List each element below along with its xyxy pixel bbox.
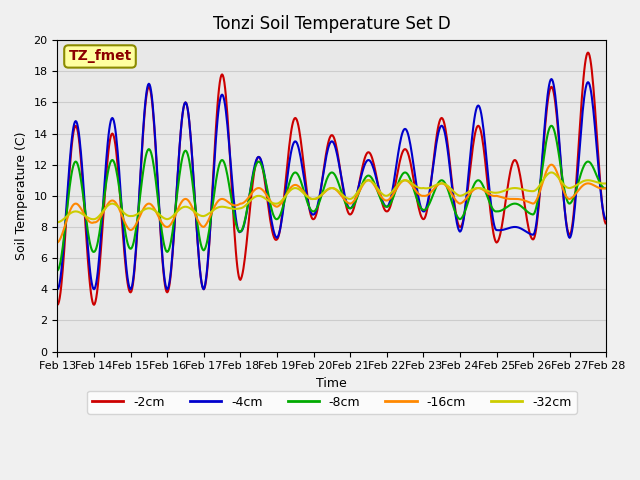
Title: Tonzi Soil Temperature Set D: Tonzi Soil Temperature Set D [213, 15, 451, 33]
Y-axis label: Soil Temperature (C): Soil Temperature (C) [15, 132, 28, 260]
Text: TZ_fmet: TZ_fmet [68, 49, 132, 63]
Legend: -2cm, -4cm, -8cm, -16cm, -32cm: -2cm, -4cm, -8cm, -16cm, -32cm [87, 391, 577, 414]
X-axis label: Time: Time [317, 377, 348, 390]
